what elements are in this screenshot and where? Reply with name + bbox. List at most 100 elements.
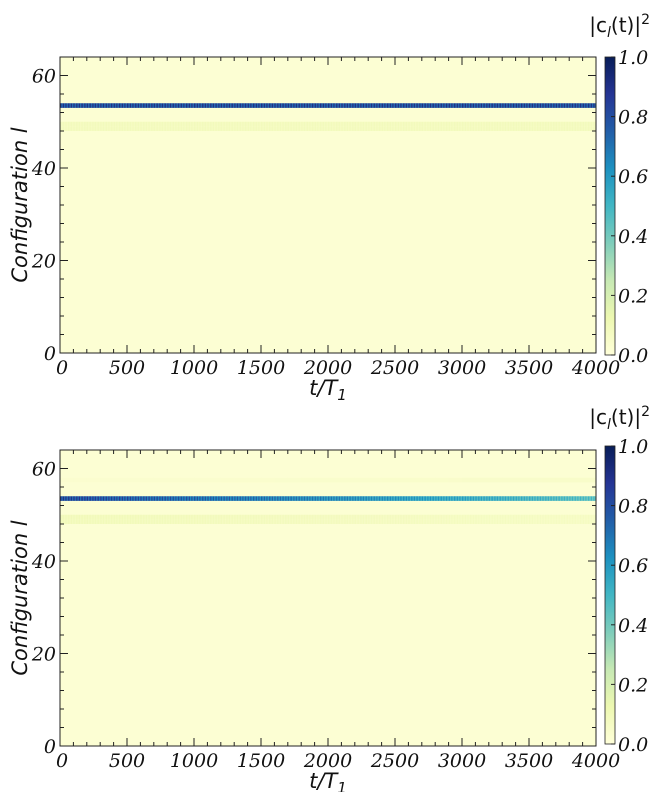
x-tick-label: 3500 xyxy=(505,750,553,772)
x-tick-label: 1000 xyxy=(170,750,218,772)
heatmap-cell xyxy=(236,496,239,501)
heatmap-cell xyxy=(542,519,544,524)
heatmap-cell xyxy=(533,496,535,501)
heatmap-cell xyxy=(81,519,83,524)
heatmap-cell xyxy=(105,514,108,520)
heatmap-cell xyxy=(305,519,307,524)
heatmap-cell xyxy=(535,126,538,131)
heatmap-cell xyxy=(365,126,368,131)
heatmap-cell xyxy=(68,103,70,108)
heatmap-cell xyxy=(354,126,357,131)
y-tick-label: 40 xyxy=(31,158,56,180)
heatmap-cell xyxy=(507,103,510,108)
heatmap-cell xyxy=(436,496,439,501)
heatmap-cell xyxy=(480,103,483,108)
heatmap-cell xyxy=(413,103,416,108)
heatmap-cell xyxy=(84,103,86,108)
heatmap-cell xyxy=(167,126,169,131)
heatmap-cell xyxy=(234,477,248,483)
heatmap-cell xyxy=(589,514,591,520)
heatmap-cell xyxy=(89,103,92,108)
heatmap-cell xyxy=(500,496,503,501)
heatmap-cell xyxy=(65,496,67,501)
heatmap-cell xyxy=(219,514,221,520)
heatmap-cell xyxy=(377,103,380,108)
heatmap-cell xyxy=(173,103,176,108)
heatmap-cell xyxy=(484,496,487,501)
heatmap-cell xyxy=(235,121,238,127)
heatmap-cell xyxy=(60,496,62,501)
heatmap-cell xyxy=(506,121,508,127)
heatmap-cell xyxy=(173,496,176,501)
heatmap-cell xyxy=(425,126,428,131)
heatmap-cell xyxy=(199,103,201,108)
heatmap-cell xyxy=(553,103,555,108)
heatmap-cell xyxy=(97,514,100,520)
heatmap-cell xyxy=(547,519,550,524)
heatmap-row-49 xyxy=(60,121,597,127)
heatmap-cell xyxy=(354,514,357,520)
heatmap-cell xyxy=(393,126,396,131)
heatmap-cell xyxy=(429,121,432,127)
heatmap-cell xyxy=(185,514,188,520)
heatmap-cell xyxy=(539,121,542,127)
heatmap-cell xyxy=(591,514,594,520)
heatmap-cell xyxy=(180,519,183,524)
heatmap-cell xyxy=(92,519,94,524)
heatmap-cell xyxy=(128,126,130,131)
heatmap-cell xyxy=(377,519,380,524)
heatmap-cell xyxy=(514,121,516,127)
heatmap-cell xyxy=(447,514,449,520)
heatmap-cell xyxy=(180,514,183,520)
heatmap-cell xyxy=(244,514,247,520)
heatmap-cell xyxy=(70,519,73,524)
heatmap-cell xyxy=(337,103,339,108)
heatmap-cell xyxy=(373,496,376,501)
heatmap-cell xyxy=(546,126,548,131)
heatmap-cell xyxy=(314,514,317,520)
heatmap-cell xyxy=(301,126,303,131)
heatmap-cell xyxy=(405,121,408,127)
heatmap-cell xyxy=(390,121,393,127)
heatmap-cell xyxy=(462,126,464,131)
heatmap-cell xyxy=(295,121,298,127)
heatmap-cell xyxy=(370,519,373,524)
heatmap-cell xyxy=(153,126,156,131)
heatmap-cell xyxy=(206,126,208,131)
heatmap-cell xyxy=(558,514,561,520)
heatmap-cell xyxy=(569,496,571,501)
heatmap-cell xyxy=(511,514,514,520)
heatmap-cell xyxy=(274,126,276,131)
heatmap-cell xyxy=(591,103,594,108)
heatmap-cell xyxy=(82,126,85,131)
heatmap-cell xyxy=(530,121,532,127)
heatmap-cell xyxy=(77,514,79,520)
heatmap-cell xyxy=(223,514,226,520)
heatmap-cell xyxy=(443,126,445,131)
y-tick-label: 0 xyxy=(44,343,56,365)
heatmap-cell xyxy=(313,519,315,524)
heatmap-cell xyxy=(167,514,169,520)
heatmap-cell xyxy=(255,103,258,108)
heatmap-cell xyxy=(298,496,301,501)
heatmap-cell xyxy=(393,496,396,501)
heatmap-cell xyxy=(151,514,153,520)
heatmap-cell xyxy=(541,514,543,520)
heatmap-cell xyxy=(360,514,362,520)
heatmap-cell xyxy=(164,126,167,131)
heatmap-cell xyxy=(243,496,246,501)
heatmap-cell xyxy=(474,121,476,127)
heatmap-cell xyxy=(251,103,254,108)
heatmap-cell xyxy=(452,519,455,524)
heatmap-cell xyxy=(94,103,97,108)
heatmap-cell xyxy=(66,514,69,520)
heatmap-cell xyxy=(73,496,75,501)
heatmap-cell xyxy=(282,103,284,108)
heatmap-cell xyxy=(216,103,219,108)
heatmap-cell xyxy=(145,519,148,524)
heatmap-cell xyxy=(468,496,471,501)
heatmap-cell xyxy=(340,519,342,524)
heatmap-cell xyxy=(376,519,378,524)
heatmap-cell xyxy=(515,121,518,127)
heatmap-cell xyxy=(468,103,471,108)
